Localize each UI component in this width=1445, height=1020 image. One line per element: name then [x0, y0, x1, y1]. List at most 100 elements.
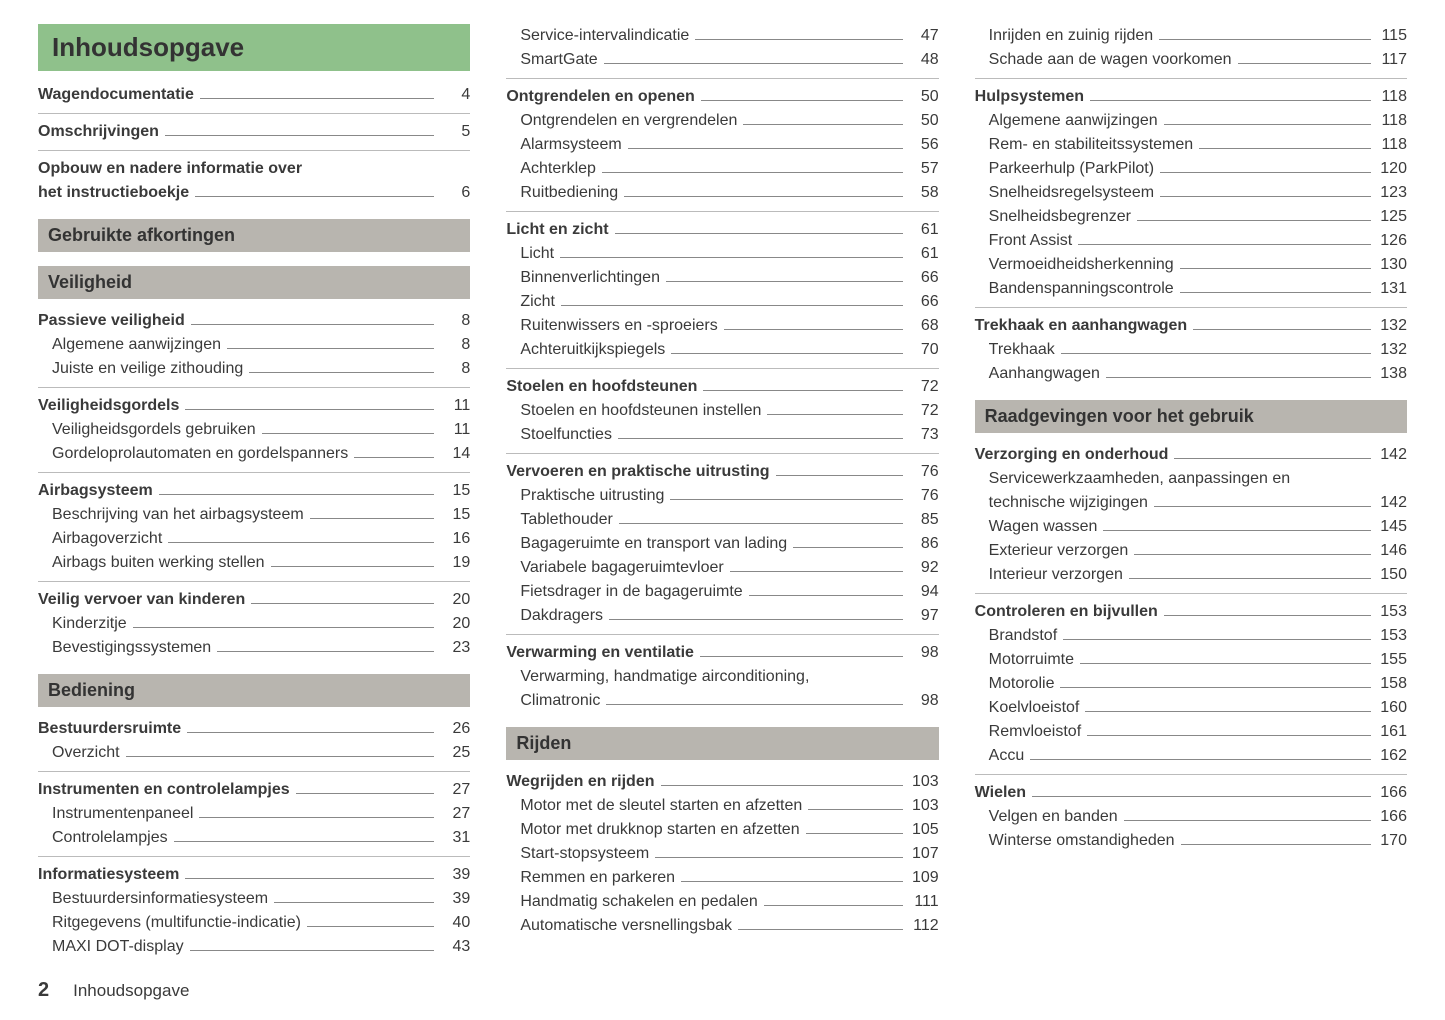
- toc-entry-sub: Dakdragers97: [506, 604, 938, 628]
- toc-entry-label: Controlelampjes: [38, 829, 168, 847]
- leader-line: [159, 485, 435, 495]
- leader-line: [1061, 344, 1371, 354]
- leader-line: [1180, 259, 1371, 269]
- toc-entry-sub: Bagageruimte en transport van lading86: [506, 532, 938, 556]
- toc-entry-label: Veilig vervoer van kinderen: [38, 591, 245, 609]
- toc-entry-page: 47: [909, 27, 939, 45]
- toc-entry-label: SmartGate: [506, 51, 597, 69]
- leader-line: [1085, 702, 1371, 712]
- leader-line: [133, 618, 435, 628]
- toc-entry-label: Service-intervalindicatie: [506, 27, 689, 45]
- toc-entry-label: Praktische uitrusting: [506, 487, 664, 505]
- toc-entry-page: 26: [440, 720, 470, 738]
- leader-line: [615, 224, 903, 234]
- leader-line: [808, 800, 902, 810]
- toc-entry-page: 11: [440, 421, 470, 439]
- toc-entry-sub: Algemene aanwijzingen118: [975, 109, 1407, 133]
- toc-entry-label: Licht: [506, 245, 554, 263]
- toc-entry-page: 105: [909, 821, 939, 839]
- toc-entry-page: 76: [909, 463, 939, 481]
- leader-line: [195, 187, 434, 197]
- toc-entry-page: 66: [909, 269, 939, 287]
- toc-entry-sub: Motorolie 158: [975, 672, 1407, 696]
- toc-entry-sub: Snelheidsregelsysteem123: [975, 181, 1407, 205]
- leader-line: [190, 941, 435, 951]
- toc-entry-page: 160: [1377, 699, 1407, 717]
- toc-entry-label: Aanhangwagen: [975, 365, 1100, 383]
- group-separator: [506, 634, 938, 635]
- column-3: Inrijden en zuinig rijden115Schade aan d…: [975, 24, 1407, 959]
- toc-entry-label: Rem- en stabiliteitssystemen: [975, 136, 1194, 154]
- leader-line: [655, 848, 902, 858]
- leader-line: [661, 776, 903, 786]
- toc-entry-main: Wagendocumentatie4: [38, 83, 470, 107]
- toc-entry-label-line1: Verwarming, handmatige airconditioning,: [506, 668, 809, 686]
- toc-entry-sub: Handmatig schakelen en pedalen111: [506, 890, 938, 914]
- toc-entry-page: 66: [909, 293, 939, 311]
- toc-entry-label: Front Assist: [975, 232, 1073, 250]
- toc-entry-page: 125: [1377, 208, 1407, 226]
- toc-entry-page: 70: [909, 341, 939, 359]
- toc-entry-page: 76: [909, 487, 939, 505]
- toc-entry-label: Remmen en parkeren: [506, 869, 675, 887]
- leader-line: [700, 647, 903, 657]
- toc-entry-sub: Inrijden en zuinig rijden115: [975, 24, 1407, 48]
- toc-entry-sub: Airbags buiten werking stellen19: [38, 551, 470, 575]
- toc-entry-label: Start-stopsysteem: [506, 845, 649, 863]
- toc-entry-label: Zicht: [506, 293, 555, 311]
- toc-entry-sub: Parkeerhulp (ParkPilot)120: [975, 157, 1407, 181]
- toc-entry-sub: Praktische uitrusting 76: [506, 484, 938, 508]
- toc-entry-main: Passieve veiligheid8: [38, 309, 470, 333]
- toc-entry-label: Stoelfuncties: [506, 426, 612, 444]
- leader-line: [701, 91, 903, 101]
- toc-entry-wrapped: Opbouw en nadere informatie overhet inst…: [38, 157, 470, 205]
- leader-line: [251, 594, 434, 604]
- leader-line: [738, 920, 903, 930]
- toc-title-box: Inhoudsopgave: [38, 24, 470, 71]
- leader-line: [185, 869, 434, 879]
- toc-entry-page: 6: [440, 184, 470, 202]
- toc-entry-label: Wielen: [975, 784, 1026, 802]
- leader-line: [1134, 545, 1371, 555]
- toc-entry-page: 43: [440, 938, 470, 956]
- leader-line: [703, 381, 902, 391]
- toc-entry-label: Ritgegevens (multifunctie-indicatie): [38, 914, 301, 932]
- toc-entry-label: Trekhaak en aanhangwagen: [975, 317, 1188, 335]
- toc-entry-label-line1: Servicewerkzaamheden, aanpassingen en: [975, 470, 1291, 488]
- toc-entry-label: Motorolie: [975, 675, 1055, 693]
- toc-entry-label: Ontgrendelen en openen: [506, 88, 694, 106]
- toc-entry-label: Veiligheidsgordels gebruiken: [38, 421, 256, 439]
- toc-entry-label: Trekhaak: [975, 341, 1055, 359]
- toc-entry-main: Hulpsystemen118: [975, 85, 1407, 109]
- toc-entry-page: 115: [1377, 27, 1407, 45]
- toc-entry-page: 120: [1377, 160, 1407, 178]
- toc-entry-label: Veiligheidsgordels: [38, 397, 179, 415]
- leader-line: [609, 610, 903, 620]
- toc-entry-page: 4: [440, 86, 470, 104]
- toc-entry-page: 145: [1377, 518, 1407, 536]
- toc-entry-sub: Overzicht25: [38, 741, 470, 765]
- toc-entry-sub: Kinderzitje20: [38, 612, 470, 636]
- toc-entry-page: 158: [1377, 675, 1407, 693]
- toc-entry-main: Stoelen en hoofdsteunen72: [506, 375, 938, 399]
- toc-entry-page: 142: [1377, 494, 1407, 512]
- toc-entry-sub: Instrumentenpaneel27: [38, 802, 470, 826]
- leader-line: [199, 808, 434, 818]
- toc-entry-label: Snelheidsbegrenzer: [975, 208, 1131, 226]
- leader-line: [1238, 54, 1371, 64]
- toc-entry-sub: Achterklep57: [506, 157, 938, 181]
- leader-line: [1164, 606, 1371, 616]
- toc-entry-sub: Tablethouder85: [506, 508, 938, 532]
- toc-entry-sub: Airbagoverzicht16: [38, 527, 470, 551]
- toc-entry-label: Bestuurdersruimte: [38, 720, 181, 738]
- group-separator: [975, 307, 1407, 308]
- toc-entry-label: Stoelen en hoofdsteunen: [506, 378, 697, 396]
- toc-entry-main: Bestuurdersruimte 26: [38, 717, 470, 741]
- toc-entry-page: 170: [1377, 832, 1407, 850]
- toc-entry-sub: Velgen en banden166: [975, 805, 1407, 829]
- leader-line: [1199, 139, 1371, 149]
- toc-entry-page: 153: [1377, 603, 1407, 621]
- toc-entry-page: 19: [440, 554, 470, 572]
- toc-entry-page: 48: [909, 51, 939, 69]
- toc-entry-main: Veiligheidsgordels11: [38, 394, 470, 418]
